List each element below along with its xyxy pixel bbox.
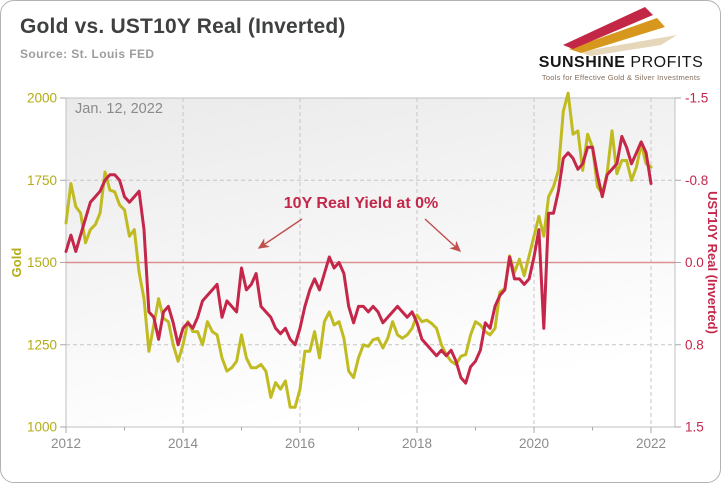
logo-tagline: Tools for Effective Gold & Silver Invest… bbox=[541, 73, 701, 82]
annotation-arrow-left bbox=[257, 218, 303, 249]
x-tick-label: 2018 bbox=[402, 436, 432, 451]
x-tick-label: 2016 bbox=[285, 436, 315, 451]
right-tick-label: 1.5 bbox=[685, 420, 704, 435]
source-label: Source: St. Louis FED bbox=[20, 47, 155, 61]
logo-arrows-icon bbox=[563, 7, 677, 56]
x-tick-label: 2022 bbox=[636, 436, 666, 451]
x-tick-label: 2014 bbox=[168, 436, 199, 451]
left-tick-label: 1250 bbox=[27, 337, 57, 352]
logo-name: SUNSHINE PROFITS bbox=[539, 55, 703, 71]
yield-line bbox=[64, 134, 653, 385]
left-tick-label: 1000 bbox=[27, 420, 57, 435]
right-tick-label: 0.0 bbox=[685, 255, 704, 270]
right-tick-label: -0.8 bbox=[685, 173, 708, 188]
annotation-arrow-right bbox=[424, 218, 462, 252]
annotation-label: 10Y Real Yield at 0% bbox=[284, 195, 438, 212]
right-axis-title: UST10Y Real (Inverted) bbox=[705, 191, 720, 334]
chart-header: Gold vs. UST10Y Real (Inverted) Source: … bbox=[1, 1, 720, 87]
date-label: Jan. 12, 2022 bbox=[75, 101, 163, 117]
left-tick-label: 2000 bbox=[27, 91, 57, 106]
left-tick-label: 1500 bbox=[27, 255, 57, 270]
sunshine-profits-logo: SUNSHINE PROFITS Tools for Effective Gol… bbox=[532, 5, 710, 85]
right-tick-label: -1.5 bbox=[685, 91, 708, 106]
left-axis-title: Gold bbox=[9, 248, 24, 278]
right-tick-label: 0.8 bbox=[685, 337, 704, 352]
logo-name-light: PROFITS bbox=[625, 54, 704, 71]
x-tick-label: 2012 bbox=[51, 436, 81, 451]
x-tick-label: 2020 bbox=[519, 436, 549, 451]
page-title: Gold vs. UST10Y Real (Inverted) bbox=[20, 15, 346, 38]
left-tick-label: 1750 bbox=[27, 173, 57, 188]
logo-name-bold: SUNSHINE bbox=[538, 54, 626, 71]
